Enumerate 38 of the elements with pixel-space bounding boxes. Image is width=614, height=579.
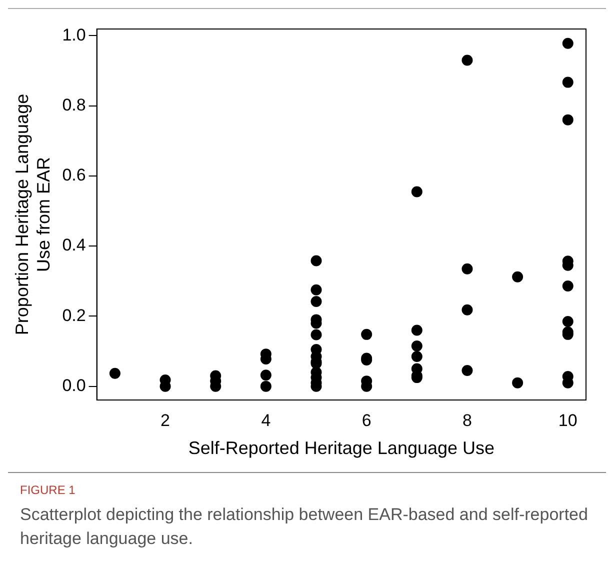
x-axis-title: Self-Reported Heritage Language Use (188, 438, 495, 458)
y-tick-label: 0.4 (62, 236, 86, 255)
point (462, 263, 473, 274)
x-tick-label: 4 (261, 410, 271, 430)
y-tick-label: 0.2 (62, 306, 86, 325)
x-tick-label: 2 (160, 410, 170, 430)
x-tick-label: 10 (558, 410, 578, 430)
point (411, 186, 422, 198)
point (411, 351, 422, 362)
x-tick-label: 8 (462, 410, 472, 430)
point (562, 38, 574, 49)
x-tick-label: 6 (362, 410, 372, 430)
point (562, 76, 574, 88)
point (562, 316, 574, 327)
y-tick-label: 1.0 (62, 25, 86, 44)
y-tick-label: 0.6 (62, 166, 86, 185)
y-axis-title: Proportion Heritage Language Use from EAR (12, 94, 54, 336)
point (310, 329, 322, 340)
point (462, 54, 473, 66)
point (260, 380, 272, 392)
point (361, 328, 372, 340)
caption: FIGURE 1 (20, 483, 76, 497)
y-tick-label: 0.0 (62, 376, 86, 396)
point (512, 377, 524, 388)
point (260, 370, 272, 381)
text: Scatterplot depicting the relationship between EAR-based and self-reported heritage language use. (20, 504, 589, 550)
point (562, 114, 574, 126)
point (310, 296, 322, 307)
point (462, 304, 473, 316)
point (310, 284, 322, 296)
point (109, 368, 120, 379)
point (310, 255, 322, 266)
point (411, 324, 422, 336)
point (562, 280, 574, 292)
point (462, 365, 473, 376)
y-tick-label: 0.8 (62, 95, 86, 114)
point (411, 340, 422, 352)
point (512, 271, 524, 282)
